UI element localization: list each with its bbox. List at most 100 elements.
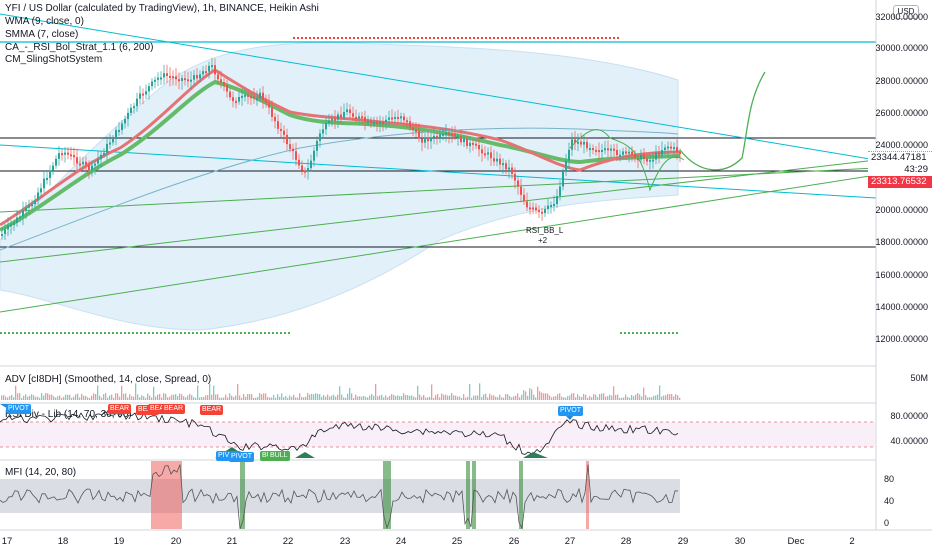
candle-body: [463, 138, 465, 143]
adv-bar: [535, 397, 537, 400]
adv-bar: [311, 393, 313, 400]
candle-body: [517, 180, 519, 187]
legend-slingshot[interactable]: CM_SlingShotSystem: [5, 54, 103, 65]
adv-bar: [155, 396, 157, 400]
adv-bar: [317, 393, 319, 400]
cyan-trendline-1[interactable]: [0, 13, 877, 161]
candle-body: [661, 150, 663, 155]
adv-bar: [619, 397, 621, 400]
adv-bar: [131, 396, 133, 400]
adv-bar: [93, 393, 95, 400]
projection-curve[interactable]: [679, 71, 766, 171]
green-trendline-3[interactable]: [0, 167, 877, 213]
cyan-trendline-2[interactable]: [0, 144, 877, 199]
candle-body: [64, 152, 66, 155]
adv-bar: [501, 397, 503, 400]
candle-body: [553, 204, 555, 207]
adv-bar: [545, 393, 547, 400]
candle-body: [382, 121, 384, 124]
candle-body: [220, 79, 222, 83]
adv-bar: [103, 394, 105, 400]
candle-body: [634, 154, 636, 159]
adv-bar: [475, 395, 477, 400]
chart-title[interactable]: YFI / US Dollar (calculated by TradingVi…: [5, 3, 319, 14]
adv-bar: [553, 396, 555, 400]
adv-bar: [105, 393, 107, 400]
candle-body: [160, 77, 162, 80]
legend-mfi[interactable]: MFI (14, 20, 80): [5, 467, 77, 478]
candle-body: [88, 164, 90, 171]
adv-bar: [591, 397, 593, 400]
adv-bar: [249, 393, 251, 400]
adv-bar: [647, 397, 649, 400]
adv-bar: [405, 395, 407, 400]
candle-body: [670, 146, 672, 149]
adv-bar: [89, 397, 91, 400]
legend-smma[interactable]: SMMA (7, close): [5, 29, 79, 40]
rsi-axis-label: 40.00000: [890, 436, 928, 446]
mfi-overbought-highlight: [586, 461, 589, 529]
adv-bar: [49, 394, 51, 400]
adv-bar: [57, 396, 59, 400]
adv-bar: [457, 396, 459, 400]
adv-bar: [349, 387, 351, 400]
candle-body: [163, 73, 165, 78]
adv-bar: [219, 397, 221, 400]
adv-bar: [551, 397, 553, 400]
mfi-line: [0, 464, 679, 530]
adv-bar: [227, 397, 229, 400]
candle-body: [526, 201, 528, 208]
adv-bar: [497, 397, 499, 400]
rsi-axis-label: 80.00000: [890, 411, 928, 421]
candle-body: [307, 168, 309, 172]
candle-body: [4, 229, 6, 234]
legend-wma[interactable]: WMA (9, close, 0): [5, 16, 84, 27]
candle-body: [568, 149, 570, 161]
adv-bar: [61, 397, 63, 400]
adv-bar: [141, 395, 143, 400]
adv-bar: [299, 393, 301, 400]
legend-adv[interactable]: ADV [cI8DH] (Smoothed, 14, close, Spread…: [5, 374, 212, 385]
green-trendline-2[interactable]: [0, 174, 877, 313]
adv-bar: [613, 386, 615, 400]
adv-bar: [217, 394, 219, 400]
currency-badge[interactable]: USD: [893, 5, 919, 19]
candle-body: [343, 112, 345, 117]
adv-bar: [43, 395, 45, 400]
legend-strategy[interactable]: CA_-_RSI_Bol_Strat_1.1 (6, 200): [5, 42, 154, 53]
rsi-band: [0, 422, 876, 447]
adv-bar: [245, 396, 247, 400]
candle-body: [460, 136, 462, 143]
adv-bar: [25, 394, 27, 400]
candle-body: [643, 154, 645, 159]
adv-bar: [199, 397, 201, 400]
adv-bar: [125, 393, 127, 400]
candle-body: [175, 76, 177, 80]
legend-rsi[interactable]: RSI Div - Lib (14, 70, 30, 90): [5, 409, 132, 420]
adv-bar: [45, 393, 47, 400]
candle-body: [472, 142, 474, 145]
candle-body: [67, 152, 69, 155]
candle-body: [7, 225, 9, 230]
candle-body: [247, 94, 249, 97]
candle-body: [37, 192, 39, 201]
candle-body: [226, 85, 228, 92]
mfi-oversold-highlight: [466, 461, 470, 529]
adv-bar: [303, 397, 305, 400]
candle-body: [448, 132, 450, 135]
adv-bar: [519, 397, 521, 400]
forecast-shape[interactable]: [569, 129, 685, 192]
candle-body: [613, 148, 615, 151]
adv-bar: [185, 397, 187, 400]
adv-bar: [177, 396, 179, 400]
adv-bar: [261, 394, 263, 400]
adv-bar: [205, 395, 207, 400]
adv-bar: [363, 395, 365, 400]
adv-bar: [449, 395, 451, 400]
adv-bar: [339, 386, 341, 400]
candle-body: [412, 127, 414, 130]
adv-bar: [605, 396, 607, 400]
green-trendline-1[interactable]: [0, 159, 877, 263]
adv-bar: [71, 397, 73, 400]
